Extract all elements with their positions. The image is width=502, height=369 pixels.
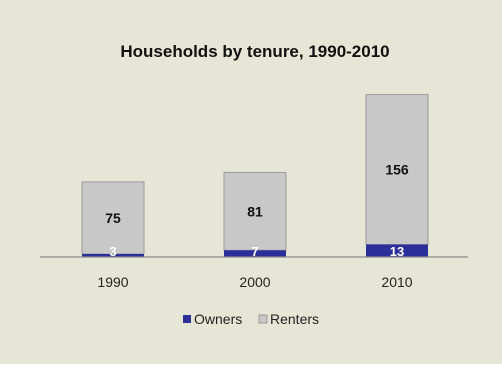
legend-swatch-owners xyxy=(183,315,191,323)
bar-owners-2010 xyxy=(366,244,428,257)
label-renters-2000: 81 xyxy=(247,203,263,219)
label-owners-2000: 7 xyxy=(251,244,258,259)
bar-renters-2010 xyxy=(365,94,429,246)
bar-renters-1990 xyxy=(81,181,145,255)
x-tick-2010: 2010 xyxy=(381,274,412,290)
x-tick-2000: 2000 xyxy=(239,274,270,290)
x-tick-labels: 1990 2000 2010 xyxy=(97,274,412,290)
bar-owners-1990 xyxy=(82,254,144,257)
chart-title: Households by tenure, 1990-2010 xyxy=(120,42,389,61)
label-owners-2010: 13 xyxy=(390,244,404,259)
label-owners-1990: 3 xyxy=(109,244,116,259)
legend-label-renters: Renters xyxy=(270,311,319,327)
legend-swatch-renters xyxy=(258,314,268,324)
bar-owners-2000 xyxy=(224,250,286,257)
label-renters-2010: 156 xyxy=(385,162,409,178)
x-tick-1990: 1990 xyxy=(97,274,128,290)
bars-layer: 75 3 81 7 156 13 xyxy=(81,94,429,259)
legend: Owners Renters xyxy=(183,311,319,327)
label-renters-1990: 75 xyxy=(105,210,121,226)
legend-label-owners: Owners xyxy=(194,311,242,327)
